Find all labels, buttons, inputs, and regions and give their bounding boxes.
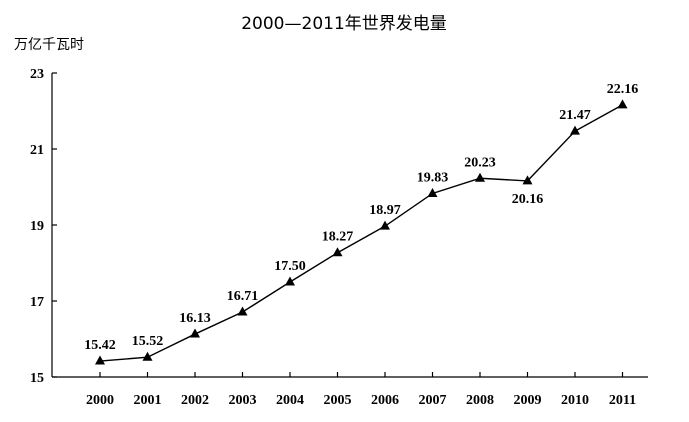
data-label: 17.50	[274, 259, 306, 274]
x-tick-label: 2009	[514, 393, 542, 408]
chart-title: 2000—2011年世界发电量	[241, 14, 447, 34]
x-tick-label: 2001	[134, 393, 162, 408]
y-tick-label: 17	[30, 295, 44, 310]
data-point	[570, 125, 580, 135]
data-point	[522, 175, 533, 185]
x-tick-label: 2005	[324, 393, 352, 408]
series-line	[99, 104, 623, 362]
data-point	[332, 247, 343, 257]
y-tick-label: 23	[30, 67, 44, 82]
data-label: 18.27	[322, 230, 354, 245]
data-point	[95, 355, 105, 365]
data-label: 20.23	[464, 155, 496, 170]
data-label: 16.71	[227, 289, 259, 304]
data-point	[475, 172, 485, 182]
x-tick-label: 2007	[419, 393, 447, 408]
y-ticks: 15 17 19 21 23	[30, 67, 57, 386]
data-label: 15.42	[84, 338, 116, 353]
data-point	[237, 306, 248, 316]
data-point	[617, 99, 628, 109]
x-tick-label: 2010	[561, 393, 589, 408]
data-label: 20.16	[512, 192, 544, 207]
x-tick-label: 2011	[609, 393, 636, 408]
data-label: 16.13	[179, 311, 211, 326]
data-label: 21.47	[559, 108, 591, 123]
x-tick-label: 2006	[371, 393, 399, 408]
x-tick-label: 2002	[181, 393, 209, 408]
data-label: 18.97	[369, 203, 401, 218]
data-label: 15.52	[132, 334, 164, 349]
y-tick-label: 19	[30, 219, 44, 234]
y-tick-label: 15	[30, 371, 44, 386]
x-tick-label: 2000	[86, 393, 114, 408]
x-tick-label: 2008	[466, 393, 494, 408]
data-labels: 15.42 15.52 16.13 16.71 17.50 18.27 18.97 19.83…	[84, 82, 638, 353]
data-point	[190, 328, 200, 338]
data-label: 19.83	[417, 170, 449, 185]
data-point	[427, 187, 438, 197]
data-label: 22.16	[607, 82, 639, 97]
data-point	[285, 276, 295, 286]
data-point	[380, 220, 390, 230]
y-axis-label: 万亿千瓦时	[14, 37, 84, 53]
x-tick-label: 2003	[229, 393, 257, 408]
data-point	[142, 351, 153, 361]
x-ticks: 2000 2001 2002 2003 2004 2005 2006 2007 2008 2009…	[86, 372, 636, 408]
x-tick-label: 2004	[276, 393, 304, 408]
series	[95, 99, 628, 365]
y-tick-label: 21	[30, 143, 44, 158]
